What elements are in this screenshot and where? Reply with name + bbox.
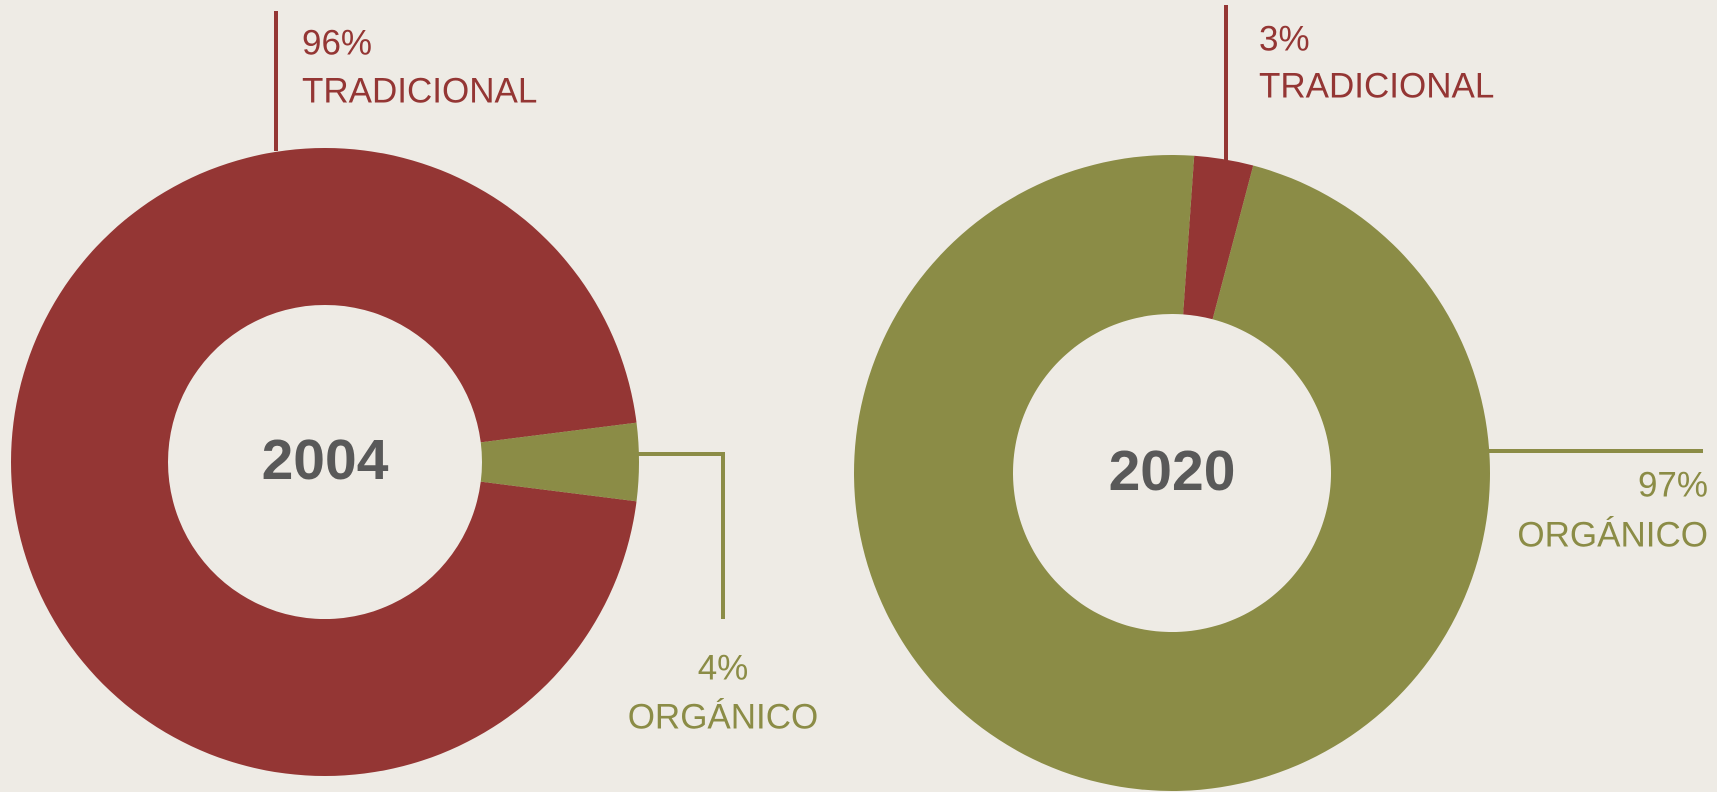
donut-slice (11, 148, 637, 777)
chart-title: 2020 (1109, 439, 1236, 503)
donut-slice (1183, 155, 1254, 320)
value-label: 3% (1259, 19, 1310, 58)
leader-line (638, 452, 725, 619)
value-label: 96% (302, 23, 372, 62)
value-label: 97% (1638, 465, 1708, 504)
donut-slice (854, 154, 1491, 792)
category-label: ORGÁNICO (628, 697, 819, 736)
chart-title: 2004 (262, 428, 389, 492)
category-label: TRADICIONAL (302, 71, 537, 110)
donut-slice (480, 422, 639, 502)
category-label: TRADICIONAL (1259, 66, 1494, 105)
value-label: 4% (698, 648, 749, 687)
category-label: ORGÁNICO (1517, 515, 1708, 554)
